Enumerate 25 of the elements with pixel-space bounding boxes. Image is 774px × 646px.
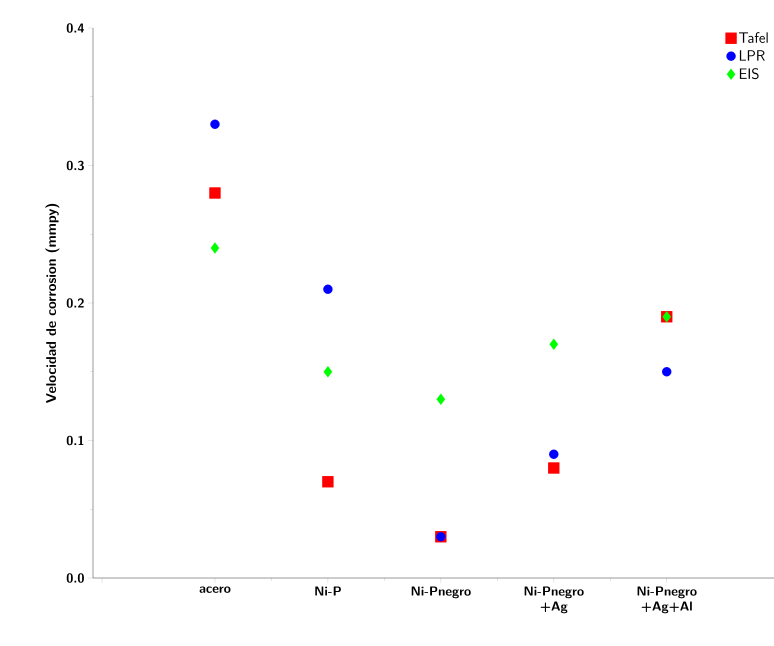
x-tick-label: Ni-P — [315, 586, 341, 596]
y-tick-label: 0.2 — [66, 298, 84, 308]
point — [662, 367, 672, 376]
legend-label: EIS — [740, 68, 759, 80]
x-tick-label: Ni-Pnegro — [412, 586, 471, 598]
y-tick-label: 0.1 — [66, 436, 84, 446]
point — [549, 338, 558, 350]
x-tick-label: Ni-Pnegro +Ag — [524, 586, 584, 614]
y-tick-label: 0.0 — [66, 573, 84, 583]
point — [322, 476, 334, 488]
point — [436, 394, 446, 405]
point — [324, 366, 332, 378]
legend-label: Tafel — [739, 32, 768, 43]
y-tick-label: 0.3 — [66, 160, 84, 170]
point — [209, 187, 221, 199]
point — [549, 450, 558, 459]
x-tick-label: acero — [200, 586, 230, 593]
point — [323, 284, 333, 294]
y-tick-label: 0.4 — [66, 23, 84, 33]
legend-label: LPR — [740, 50, 765, 61]
y-axis-title: Velocidad de corrosion (mmpy) — [45, 204, 60, 403]
point — [210, 242, 220, 254]
point — [548, 462, 560, 474]
x-tick-label: Ni-Pnegro +Ag+Al — [638, 586, 697, 614]
point — [210, 120, 220, 129]
